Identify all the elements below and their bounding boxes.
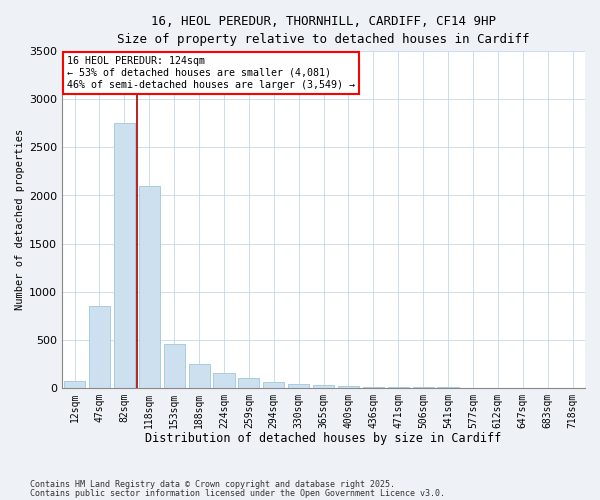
Bar [89, 306, 110, 388]
Title: 16, HEOL PEREDUR, THORNHILL, CARDIFF, CF14 9HP
Size of property relative to deta: 16, HEOL PEREDUR, THORNHILL, CARDIFF, CF… [118, 15, 530, 46]
Bar [238, 378, 259, 388]
Bar [263, 382, 284, 388]
Bar [188, 364, 209, 388]
Bar [388, 387, 409, 388]
Bar [313, 385, 334, 388]
Bar [64, 380, 85, 388]
Text: Contains HM Land Registry data © Crown copyright and database right 2025.: Contains HM Land Registry data © Crown c… [30, 480, 395, 489]
Text: Contains public sector information licensed under the Open Government Licence v3: Contains public sector information licen… [30, 489, 445, 498]
Y-axis label: Number of detached properties: Number of detached properties [15, 129, 25, 310]
Text: 16 HEOL PEREDUR: 124sqm
← 53% of detached houses are smaller (4,081)
46% of semi: 16 HEOL PEREDUR: 124sqm ← 53% of detache… [67, 56, 355, 90]
Bar [363, 386, 384, 388]
Bar [288, 384, 309, 388]
Bar [114, 124, 135, 388]
X-axis label: Distribution of detached houses by size in Cardiff: Distribution of detached houses by size … [145, 432, 502, 445]
Bar [164, 344, 185, 388]
Bar [214, 374, 235, 388]
Bar [338, 386, 359, 388]
Bar [139, 186, 160, 388]
